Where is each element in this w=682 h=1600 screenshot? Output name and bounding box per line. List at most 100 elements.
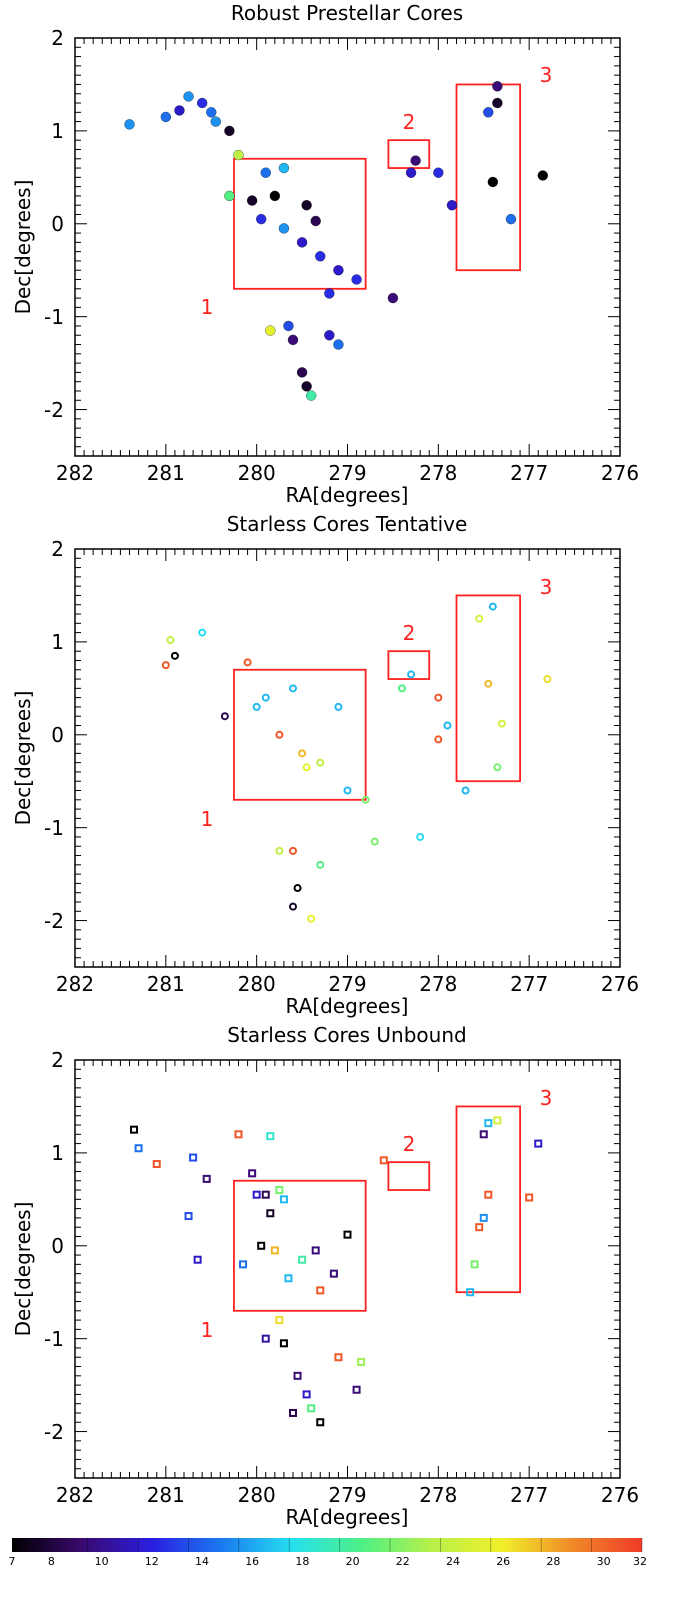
- y-tick-label: 1: [51, 1141, 64, 1165]
- data-point: [324, 330, 335, 341]
- data-point: [470, 1260, 479, 1269]
- colorbar-tick-label: 28: [546, 1555, 560, 1568]
- data-point: [484, 1119, 493, 1128]
- data-point: [315, 251, 326, 262]
- y-tick-label: 0: [51, 723, 64, 747]
- chart-title: Robust Prestellar Cores: [231, 1, 463, 25]
- region-label: 1: [201, 1318, 214, 1342]
- data-point: [210, 116, 221, 127]
- data-point: [224, 190, 235, 202]
- x-tick-label: 277: [510, 461, 548, 485]
- y-axis-label: Dec[degrees]: [11, 691, 35, 826]
- plot-frame: [74, 1059, 621, 1479]
- data-point: [307, 1404, 316, 1413]
- data-point: [233, 149, 244, 161]
- data-point: [266, 1209, 275, 1218]
- y-tick-label: -2: [44, 398, 64, 422]
- data-point: [443, 721, 452, 730]
- colorbar-tick-label: 16: [245, 1555, 259, 1568]
- colorbar-tick-label: 22: [396, 1555, 410, 1568]
- data-point: [484, 1190, 493, 1199]
- data-points: [124, 81, 548, 401]
- data-point: [333, 339, 344, 350]
- data-point: [278, 223, 290, 234]
- data-point: [289, 1408, 297, 1417]
- data-point: [488, 602, 497, 611]
- x-tick-label: 278: [419, 1483, 457, 1507]
- data-point: [243, 658, 252, 667]
- x-tick-label: 279: [328, 1483, 366, 1507]
- x-axis-label: RA[degrees]: [286, 483, 409, 507]
- tick-marks: [74, 548, 621, 968]
- data-point: [275, 730, 284, 739]
- data-point: [152, 1160, 161, 1169]
- colorbar-tick-label: 32: [633, 1555, 647, 1568]
- data-point: [197, 97, 208, 109]
- data-point: [198, 628, 207, 637]
- y-tick-label: -1: [44, 305, 64, 329]
- colorbar-tick-label: 30: [597, 1555, 611, 1568]
- data-point: [252, 702, 261, 711]
- x-tick-label: 276: [601, 972, 639, 996]
- data-point: [261, 1190, 270, 1199]
- data-point: [405, 167, 417, 178]
- data-point: [479, 1130, 488, 1139]
- plot-frame: [74, 548, 621, 968]
- data-point: [302, 763, 311, 772]
- y-tick-label: -2: [44, 1420, 64, 1444]
- panel-starless-tentative: Starless Cores Tentative 282 281 280 279…: [11, 512, 639, 1018]
- data-point: [289, 684, 297, 693]
- data-point: [202, 1174, 211, 1183]
- data-point: [293, 1371, 302, 1380]
- data-points: [130, 1116, 543, 1427]
- y-tick-label: 2: [51, 26, 64, 50]
- data-point: [387, 292, 399, 304]
- x-tick-label: 279: [328, 461, 366, 485]
- data-point: [166, 636, 175, 645]
- chart-title: Starless Cores Tentative: [227, 512, 468, 536]
- data-point: [343, 1230, 352, 1239]
- data-point: [534, 1139, 543, 1148]
- data-point: [351, 274, 362, 285]
- data-point: [298, 749, 307, 758]
- y-tick-label: 1: [51, 119, 64, 143]
- colorbar-tick-label: 26: [496, 1555, 510, 1568]
- x-tick-label: 282: [56, 972, 94, 996]
- data-point: [316, 758, 325, 767]
- data-point: [298, 1255, 307, 1264]
- x-tick-label: 277: [510, 1483, 548, 1507]
- colorbar-gradient: [12, 1538, 642, 1552]
- x-axis-label: RA[degrees]: [286, 1505, 409, 1529]
- data-point: [239, 1260, 248, 1269]
- data-point: [416, 832, 425, 841]
- y-axis-label: Dec[degrees]: [11, 180, 35, 315]
- data-point: [289, 902, 297, 911]
- data-point: [301, 381, 312, 392]
- tick-marks: [74, 37, 621, 457]
- data-point: [248, 1169, 257, 1178]
- data-point: [261, 693, 270, 702]
- data-point: [269, 190, 280, 202]
- y-tick-label: 1: [51, 630, 64, 654]
- colorbar: 7 8 10 12 14 16 18 20 22 24 26 28 30 32: [9, 1538, 647, 1568]
- x-axis-label: RA[degrees]: [286, 994, 409, 1018]
- region-box: [455, 1105, 521, 1294]
- data-point: [310, 215, 321, 227]
- data-points: [161, 602, 552, 923]
- y-tick-label: 0: [51, 212, 64, 236]
- data-point: [434, 693, 443, 702]
- data-point: [265, 325, 276, 336]
- y-tick-label: 2: [51, 537, 64, 561]
- colorbar-tick-label: 10: [95, 1555, 109, 1568]
- data-point: [505, 213, 517, 225]
- data-point: [316, 860, 325, 869]
- tick-marks: [74, 1059, 621, 1479]
- data-point: [170, 651, 179, 660]
- data-point: [124, 119, 135, 130]
- region-label: 2: [403, 110, 416, 134]
- data-point: [333, 265, 344, 276]
- data-point: [475, 1223, 484, 1232]
- data-point: [407, 670, 416, 679]
- data-point: [234, 1130, 243, 1139]
